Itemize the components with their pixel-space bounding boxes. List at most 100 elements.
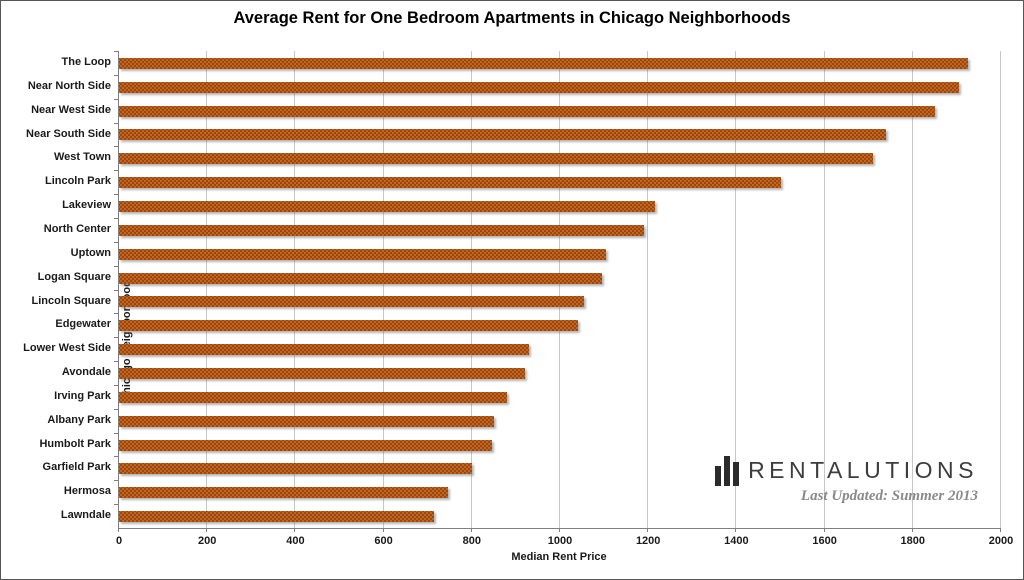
x-tick-label-2000: 2000: [988, 535, 1014, 547]
x-tick-label-0: 0: [115, 535, 123, 547]
category-label-albany-park: Albany Park: [47, 413, 111, 426]
bar-chart-icon: [715, 456, 740, 486]
x-tick-mark-1800: [911, 528, 913, 532]
bar-row-uptown: Uptown: [71, 242, 1001, 266]
x-tick-label-1000: 1000: [547, 535, 573, 547]
bar-row-edgewater: Edgewater: [55, 313, 1001, 337]
category-label-near-south-side: Near South Side: [26, 127, 111, 140]
x-tick-label-600: 600: [374, 535, 393, 547]
y-axis-tick: [114, 241, 119, 243]
bar-row-west-town: West Town: [54, 146, 1001, 170]
y-axis-tick: [114, 384, 119, 386]
x-tick-mark-600: [382, 528, 384, 532]
y-axis-tick: [114, 313, 119, 315]
x-tick-label-1800: 1800: [900, 535, 926, 547]
bar-row-north-center: North Center: [44, 218, 1001, 242]
y-axis-tick: [114, 51, 119, 52]
bar-north-center: [119, 224, 644, 236]
gridline-1800: [911, 51, 913, 528]
bar-uptown: [119, 248, 607, 260]
y-axis-tick: [114, 337, 119, 339]
x-tick-label-1600: 1600: [812, 535, 837, 547]
bar-hermosa: [119, 487, 448, 499]
x-tick-label-200: 200: [198, 535, 217, 547]
y-axis-tick: [114, 194, 119, 196]
bar-near-west-side: [119, 105, 935, 117]
y-axis-tick: [114, 170, 119, 172]
category-label-avondale: Avondale: [61, 366, 111, 379]
bar-lower-west-side: [119, 344, 530, 356]
category-label-logan-square: Logan Square: [37, 270, 111, 283]
gridline-800: [470, 51, 472, 528]
category-label-the-loop: The Loop: [61, 56, 112, 68]
bar-row-garfield-park: Garfield Park: [43, 456, 1001, 480]
category-label-lower-west-side: Lower West Side: [23, 342, 111, 355]
bar-lakeview: [119, 201, 655, 213]
gridline-2000: [1000, 51, 1001, 528]
bar-row-albany-park: Albany Park: [47, 409, 1001, 433]
gridline-200: [206, 51, 208, 528]
category-label-lakeview: Lakeview: [62, 199, 111, 212]
bar-logan-square: [119, 272, 602, 284]
plot-area: Chicago Neighborhood 0 200 400 600 800 1000 12…: [23, 51, 1013, 547]
gridline-1400: [735, 51, 737, 528]
bar-chart-icon-bar: [733, 462, 740, 486]
y-axis-tick: [114, 265, 119, 267]
category-label-west-town: West Town: [53, 151, 111, 164]
x-tick-mark-1600: [823, 528, 825, 532]
y-axis-tick: [114, 504, 119, 506]
x-tick-label-800: 800: [462, 535, 481, 547]
logo-row: RENTALUTIONS: [715, 454, 978, 486]
category-label-uptown: Uptown: [70, 246, 111, 259]
category-label-irving-park: Irving Park: [54, 389, 111, 402]
y-axis-tick: [114, 289, 119, 291]
bar-row-hermosa: Hermosa: [64, 480, 1001, 504]
bar-row-near-north-side: Near North Side: [28, 75, 1001, 99]
bar-albany-park: [119, 415, 494, 427]
category-label-hermosa: Hermosa: [63, 485, 111, 498]
x-axis-title: Median Rent Price: [511, 551, 607, 563]
x-tick-mark-400: [294, 528, 296, 532]
x-tick-mark-200: [206, 528, 208, 532]
bar-garfield-park: [119, 463, 472, 475]
y-axis-tick: [114, 146, 119, 148]
bar-lincoln-park: [119, 177, 781, 189]
bar-row-lower-west-side: Lower West Side: [23, 337, 1001, 361]
y-axis-tick: [114, 456, 119, 458]
category-label-lawndale: Lawndale: [60, 509, 111, 522]
category-label-edgewater: Edgewater: [55, 318, 111, 331]
x-tick-label-1200: 1200: [635, 535, 661, 547]
gridline-1000: [559, 51, 560, 528]
bar-row-lincoln-park: Lincoln Park: [45, 170, 1001, 194]
bar-row-near-west-side: Near West Side: [31, 99, 1001, 123]
y-axis-tick: [114, 408, 119, 410]
bar-row-humbolt-park: Humbolt Park: [39, 433, 1001, 457]
category-label-near-north-side: Near North Side: [27, 79, 111, 92]
y-axis-tick: [114, 432, 119, 434]
bar-row-lakeview: Lakeview: [62, 194, 1001, 218]
x-tick-mark-800: [470, 528, 472, 532]
bar-row-avondale: Avondale: [62, 361, 1001, 385]
chart-title: Average Rent for One Bedroom Apartments …: [233, 9, 791, 27]
y-axis-tick: [114, 361, 119, 363]
y-axis-tick: [114, 217, 119, 219]
gridline-600: [382, 51, 384, 528]
category-label-humbolt-park: Humbolt Park: [39, 437, 111, 450]
bar-lawndale: [119, 511, 435, 523]
brand-logo: RENTALUTIONS Last Updated: Summer 2013: [715, 454, 978, 505]
category-label-lincoln-park: Lincoln Park: [44, 175, 111, 188]
bar-row-logan-square: Logan Square: [38, 266, 1001, 290]
bar-irving-park: [119, 391, 508, 403]
y-axis-tick: [114, 98, 119, 100]
x-tick-mark-2000: [1000, 528, 1001, 532]
bar-west-town: [119, 153, 874, 165]
bar-row-near-south-side: Near South Side: [26, 123, 1001, 147]
bar-humbolt-park: [119, 439, 492, 451]
bar-chart-icon-bar: [724, 456, 731, 486]
category-label-garfield-park: Garfield Park: [42, 461, 111, 474]
x-tick-mark-1000: [559, 528, 560, 532]
logo-text: RENTALUTIONS: [748, 457, 978, 483]
category-label-north-center: North Center: [43, 222, 111, 235]
x-tick-label-1400: 1400: [724, 535, 749, 547]
